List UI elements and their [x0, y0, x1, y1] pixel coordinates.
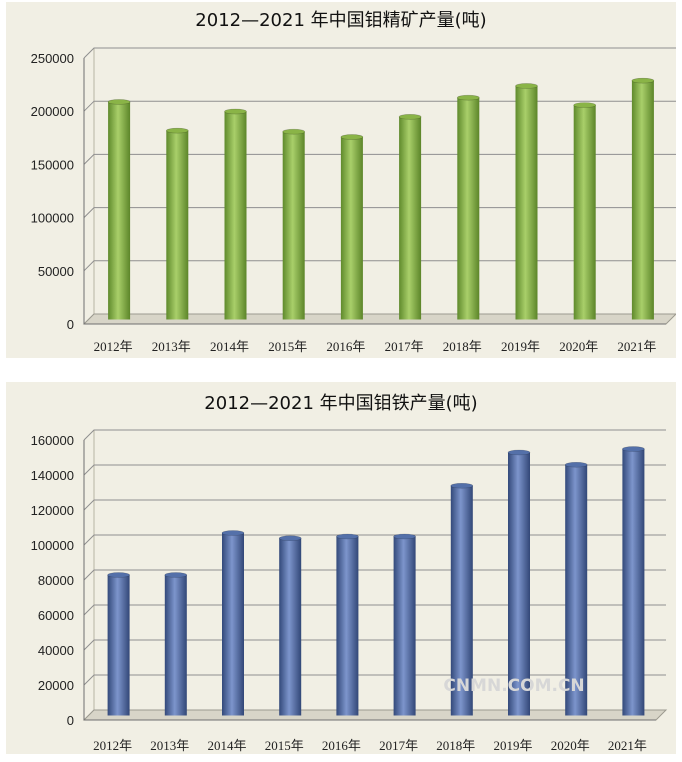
x-tick-label: 2012年: [94, 339, 133, 354]
chart-molybdenum-concentrate: 2012—2021 年中国钼精矿产量(吨) 0 50000 100000 150000…: [31, 10, 676, 354]
y-tick-label: 140000: [31, 468, 74, 483]
y-tick-label: 100000: [31, 538, 74, 553]
x-tick-label: 2016年: [322, 738, 361, 753]
bar: [457, 97, 480, 320]
x-tick-label: 2019年: [501, 339, 540, 354]
y-tick-label: 80000: [38, 573, 74, 588]
y-tick-label: 40000: [38, 643, 74, 658]
gridline: [83, 47, 676, 59]
bar-cap: [398, 114, 422, 120]
bar: [224, 111, 247, 320]
x-tick-label: 2017年: [379, 738, 418, 753]
x-tick-label: 2013年: [150, 738, 189, 753]
gridline: [83, 260, 676, 272]
bar: [108, 101, 131, 320]
x-tick-label: 2014年: [210, 339, 249, 354]
chart-title: 2012—2021 年中国钼铁产量(吨): [204, 393, 477, 414]
x-tick-label: 2020年: [559, 339, 598, 354]
bar: [393, 536, 416, 716]
gridline: [83, 100, 676, 112]
x-tick-label: 2020年: [551, 738, 590, 753]
gridline: [83, 604, 666, 616]
y-tick-label: 60000: [38, 608, 74, 623]
x-tick-label: 2018年: [443, 339, 482, 354]
y-tick-label: 150000: [31, 157, 74, 172]
gridline: [83, 207, 676, 218]
gridline: [83, 569, 666, 581]
bar-cap: [340, 134, 364, 140]
chart-ferromolybdenum: 2012—2021 年中国钼铁产量(吨) 0 20000 40000 60000 800…: [31, 393, 668, 753]
bar-cap: [166, 127, 189, 134]
bar: [622, 449, 645, 716]
chart-panel-molybdenum-concentrate: 2012—2021 年中国钼精矿产量(吨) 0 50000 100000 150000…: [6, 2, 676, 358]
chart-panel-ferromolybdenum: 2012—2021 年中国钼铁产量(吨) 0 20000 40000 60000 800…: [6, 382, 676, 754]
chart-title: 2012—2021 年中国钼精矿产量(吨): [195, 10, 486, 31]
bar: [508, 452, 530, 716]
bar: [515, 85, 538, 320]
y-tick-label: 200000: [31, 104, 74, 119]
bar: [222, 533, 244, 716]
bar: [399, 116, 422, 320]
bar-cap: [282, 128, 306, 135]
bar-cap: [393, 533, 416, 540]
bar: [282, 131, 305, 320]
bar-cap: [631, 77, 655, 84]
y-tick-label: 160000: [31, 433, 74, 448]
bar-cap: [450, 482, 474, 489]
bar-cap: [573, 102, 597, 108]
x-tick-label: 2012年: [93, 738, 132, 753]
gridline: [83, 153, 676, 165]
bar-cap: [456, 94, 480, 101]
y-tick-label: 0: [67, 713, 74, 728]
y-tick-label: 50000: [38, 264, 74, 279]
x-tick-label: 2018年: [436, 738, 475, 753]
bar-cap: [278, 535, 302, 542]
bar: [107, 575, 130, 716]
bar: [336, 536, 359, 716]
bar: [166, 130, 189, 320]
gridline: [83, 464, 666, 476]
y-tick-label: 20000: [38, 678, 74, 693]
watermark: CNMN.COM.CN: [443, 676, 584, 696]
x-tick-label: 2014年: [207, 738, 246, 753]
gridline: [83, 499, 666, 511]
y-tick-label: 250000: [31, 51, 74, 66]
bar: [164, 575, 187, 716]
y-tick-label: 0: [67, 317, 74, 332]
bar: [450, 485, 473, 716]
bar-cap: [507, 449, 531, 456]
x-tick-label: 2015年: [268, 339, 307, 354]
x-tick-label: 2021年: [608, 738, 647, 753]
bar: [631, 80, 654, 320]
bar: [279, 538, 302, 716]
bar-cap: [107, 572, 130, 578]
bar-cap: [515, 83, 538, 89]
x-tick-label: 2015年: [265, 738, 304, 753]
bar: [573, 105, 596, 320]
x-tick-label: 2017年: [385, 339, 424, 354]
x-tick-label: 2013年: [152, 339, 191, 354]
x-tick-label: 2021年: [617, 339, 656, 354]
bar-cap: [224, 108, 247, 115]
gridline: [83, 674, 666, 686]
gridline: [83, 534, 666, 546]
y-tick-label: 100000: [31, 211, 74, 226]
bar-cap: [564, 461, 588, 468]
gridline: [83, 639, 666, 651]
bar-cap: [622, 446, 645, 452]
gridline: [83, 429, 666, 441]
bar-cap: [221, 530, 245, 536]
bar-cap: [336, 533, 359, 540]
x-tick-label: 2016年: [326, 339, 365, 354]
bar-cap: [107, 99, 131, 105]
x-tick-label: 2019年: [493, 738, 532, 753]
bar-cap: [164, 572, 188, 578]
bar: [340, 137, 363, 320]
y-tick-label: 120000: [31, 503, 74, 518]
bar: [565, 464, 588, 716]
